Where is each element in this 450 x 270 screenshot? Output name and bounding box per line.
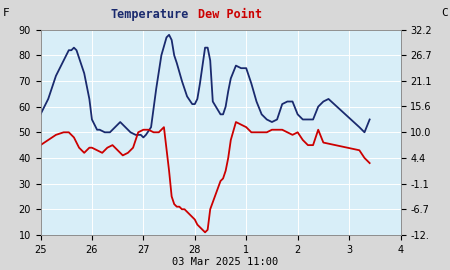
Text: Temperature: Temperature <box>111 8 189 21</box>
Text: F: F <box>2 8 9 18</box>
Text: 03 Mar 2025 11:00: 03 Mar 2025 11:00 <box>172 257 278 267</box>
Text: C: C <box>441 8 448 18</box>
Text: Dew Point: Dew Point <box>198 8 262 21</box>
